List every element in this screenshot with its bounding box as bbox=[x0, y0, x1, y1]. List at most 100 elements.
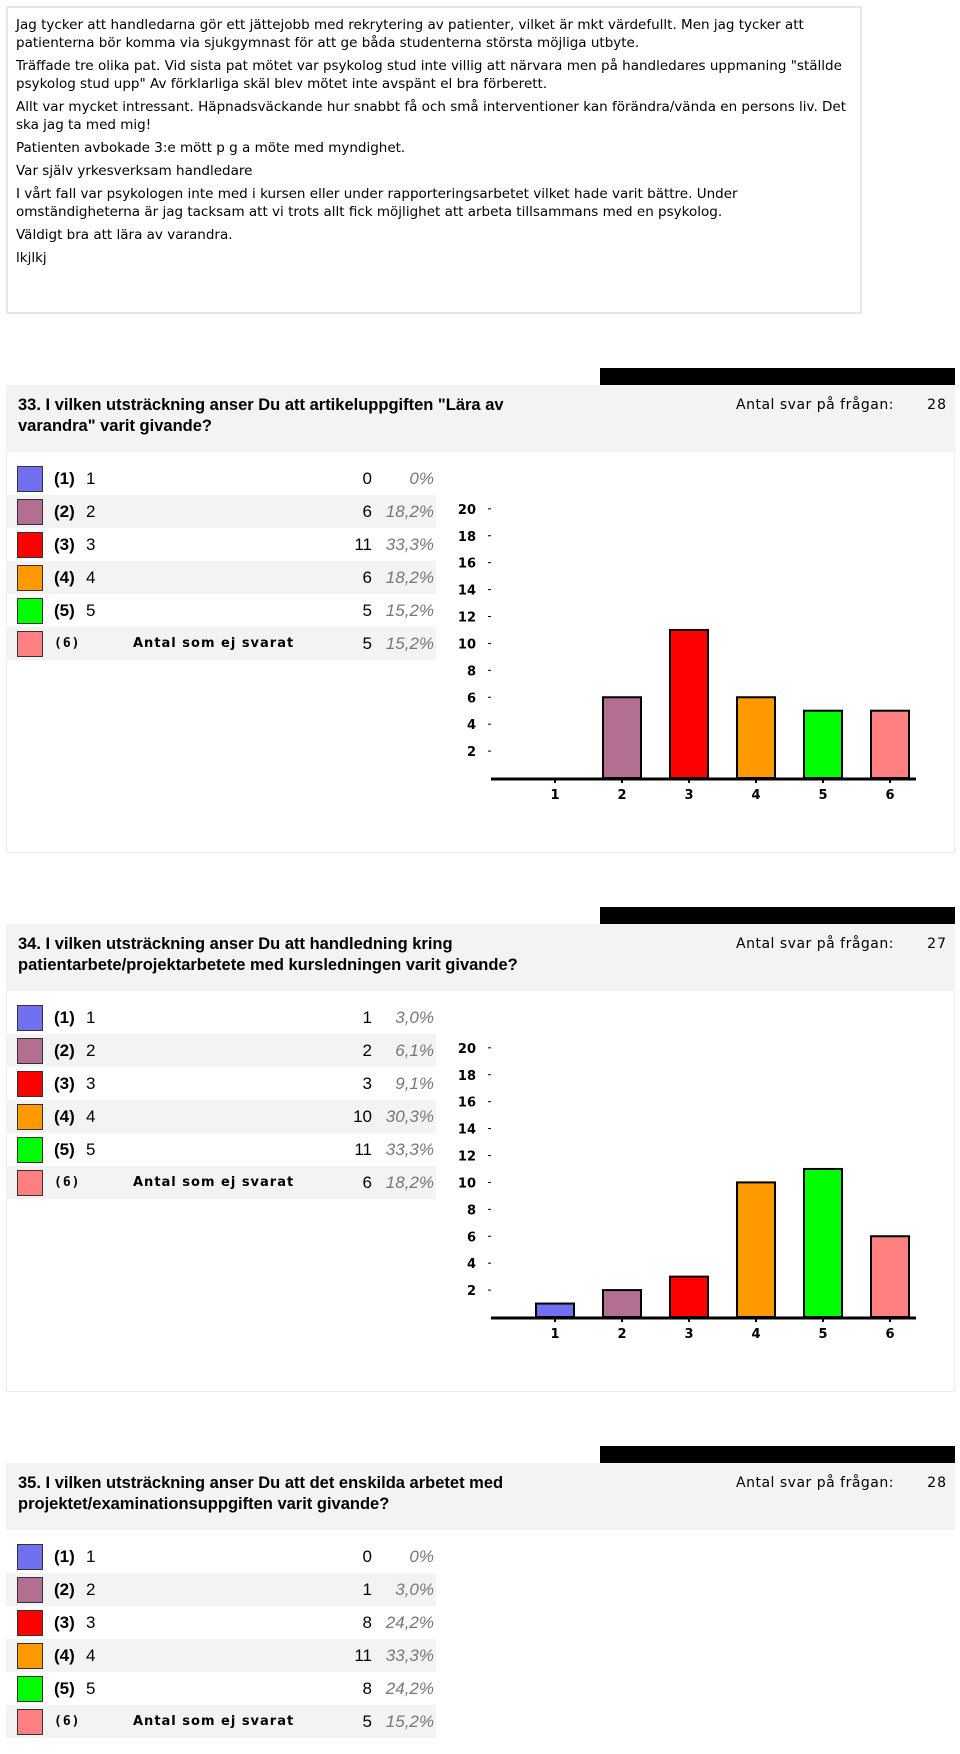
answer-label: 1 bbox=[86, 1008, 96, 1027]
bar bbox=[535, 1302, 575, 1318]
answer-code: (6) bbox=[54, 1714, 81, 1729]
answer-code: (3) bbox=[54, 535, 75, 554]
color-swatch bbox=[17, 1137, 43, 1163]
answer-count: 6 bbox=[362, 1173, 372, 1192]
answer-percent: 0% bbox=[409, 1547, 434, 1566]
answer-row: (3) 3 11 33,3% bbox=[6, 528, 436, 561]
color-swatch bbox=[17, 532, 43, 558]
question-header: 34. I vilken utsträckning anser Du att h… bbox=[6, 924, 955, 991]
answer-count: 6 bbox=[362, 502, 372, 521]
answer-code: (5) bbox=[54, 1140, 75, 1159]
answer-count: 1 bbox=[362, 1580, 372, 1599]
x-tick-label: 5 bbox=[818, 1327, 827, 1342]
y-tick-label: 2 bbox=[467, 1284, 476, 1299]
y-tick-label: 6 bbox=[467, 1230, 476, 1245]
answer-code: (4) bbox=[54, 1107, 75, 1126]
answer-label: 5 bbox=[86, 1679, 96, 1698]
y-tick-label: 10 bbox=[458, 637, 476, 652]
answer-count: 1 bbox=[362, 1008, 372, 1027]
y-tick-label: 8 bbox=[467, 664, 476, 679]
answer-label: 5 bbox=[86, 1140, 96, 1159]
color-swatch bbox=[17, 1676, 43, 1702]
answer-label: 4 bbox=[86, 568, 96, 587]
answer-code: (3) bbox=[54, 1074, 75, 1093]
answer-label: 2 bbox=[86, 1041, 96, 1060]
question-header: 33. I vilken utsträckning anser Du att a… bbox=[6, 385, 955, 452]
color-swatch bbox=[17, 466, 43, 492]
header-bar bbox=[600, 368, 955, 385]
answer-row: (3) 3 3 9,1% bbox=[6, 1067, 436, 1100]
y-tick-label: 18 bbox=[458, 1069, 476, 1084]
color-swatch bbox=[17, 1643, 43, 1669]
y-tick-label: 20 bbox=[458, 503, 476, 518]
answer-count: 2 bbox=[362, 1041, 372, 1060]
y-tick-label: 12 bbox=[458, 1150, 476, 1165]
bar bbox=[870, 709, 910, 779]
question-title: 34. I vilken utsträckning anser Du att h… bbox=[18, 935, 518, 974]
answer-percent: 24,2% bbox=[385, 1679, 434, 1698]
answer-label: 1 bbox=[86, 1547, 96, 1566]
answer-count: 8 bbox=[362, 1613, 372, 1632]
answer-percent: 0% bbox=[409, 469, 434, 488]
answer-count: 8 bbox=[362, 1679, 372, 1698]
answer-count: 3 bbox=[362, 1074, 372, 1093]
answer-label: 2 bbox=[86, 502, 96, 521]
color-swatch bbox=[17, 1544, 43, 1570]
bar bbox=[602, 1289, 642, 1319]
answer-label: 3 bbox=[86, 535, 96, 554]
answer-row: (5) 5 8 24,2% bbox=[6, 1672, 436, 1705]
answer-code: (1) bbox=[54, 1008, 75, 1027]
color-swatch bbox=[17, 598, 43, 624]
answer-percent: 33,3% bbox=[385, 535, 434, 554]
answers-count: 27 bbox=[927, 936, 947, 952]
header-bar bbox=[600, 907, 955, 924]
answers-label: Antal svar på frågan: bbox=[736, 1475, 894, 1491]
answer-percent: 18,2% bbox=[385, 502, 434, 521]
answer-percent: 6,1% bbox=[395, 1041, 434, 1060]
answer-code: (6) bbox=[54, 1175, 81, 1190]
color-swatch bbox=[17, 1038, 43, 1064]
bar bbox=[669, 1275, 709, 1318]
answer-code: (2) bbox=[54, 1580, 75, 1599]
x-tick-label: 6 bbox=[885, 1327, 894, 1342]
bar bbox=[669, 628, 709, 779]
x-tick-label: 1 bbox=[550, 788, 559, 803]
answer-percent: 18,2% bbox=[385, 568, 434, 587]
answers-label: Antal svar på frågan: bbox=[736, 397, 894, 413]
color-swatch bbox=[17, 1610, 43, 1636]
answer-percent: 30,3% bbox=[385, 1107, 434, 1126]
answer-label: 4 bbox=[86, 1107, 96, 1126]
bar bbox=[736, 696, 776, 779]
answer-code: (5) bbox=[54, 1679, 75, 1698]
color-swatch bbox=[17, 499, 43, 525]
x-tick-label: 3 bbox=[684, 788, 693, 803]
answer-percent: 15,2% bbox=[385, 601, 434, 620]
answer-row: (6) Antal som ej svarat 5 15,2% bbox=[6, 627, 436, 660]
comment: Patienten avbokade 3:e mött p g a möte m… bbox=[16, 140, 406, 156]
color-swatch bbox=[17, 1170, 43, 1196]
answer-percent: 18,2% bbox=[385, 1173, 434, 1192]
color-swatch bbox=[17, 565, 43, 591]
question-title: 33. I vilken utsträckning anser Du att a… bbox=[18, 396, 504, 435]
answer-row: (6) Antal som ej svarat 6 18,2% bbox=[6, 1166, 436, 1199]
color-swatch bbox=[17, 631, 43, 657]
answer-row: (1) 1 0 0% bbox=[6, 1540, 436, 1573]
answer-row: (2) 2 2 6,1% bbox=[6, 1034, 436, 1067]
answer-row: (1) 1 1 3,0% bbox=[6, 1001, 436, 1034]
answer-row: (2) 2 6 18,2% bbox=[6, 495, 436, 528]
color-swatch bbox=[17, 1005, 43, 1031]
y-tick-label: 10 bbox=[458, 1176, 476, 1191]
answer-percent: 3,0% bbox=[395, 1008, 434, 1027]
question-header: 35. I vilken utsträckning anser Du att d… bbox=[6, 1463, 955, 1530]
answer-code: (4) bbox=[54, 1646, 75, 1665]
y-tick-label: 14 bbox=[458, 1123, 476, 1138]
color-swatch bbox=[17, 1709, 43, 1735]
answer-code: (5) bbox=[54, 601, 75, 620]
y-tick-label: 8 bbox=[467, 1203, 476, 1218]
x-tick-label: 2 bbox=[617, 788, 626, 803]
answer-label: 5 bbox=[86, 601, 96, 620]
y-tick-label: 16 bbox=[458, 1096, 476, 1111]
x-tick-label: 4 bbox=[751, 1327, 760, 1342]
color-swatch bbox=[17, 1104, 43, 1130]
